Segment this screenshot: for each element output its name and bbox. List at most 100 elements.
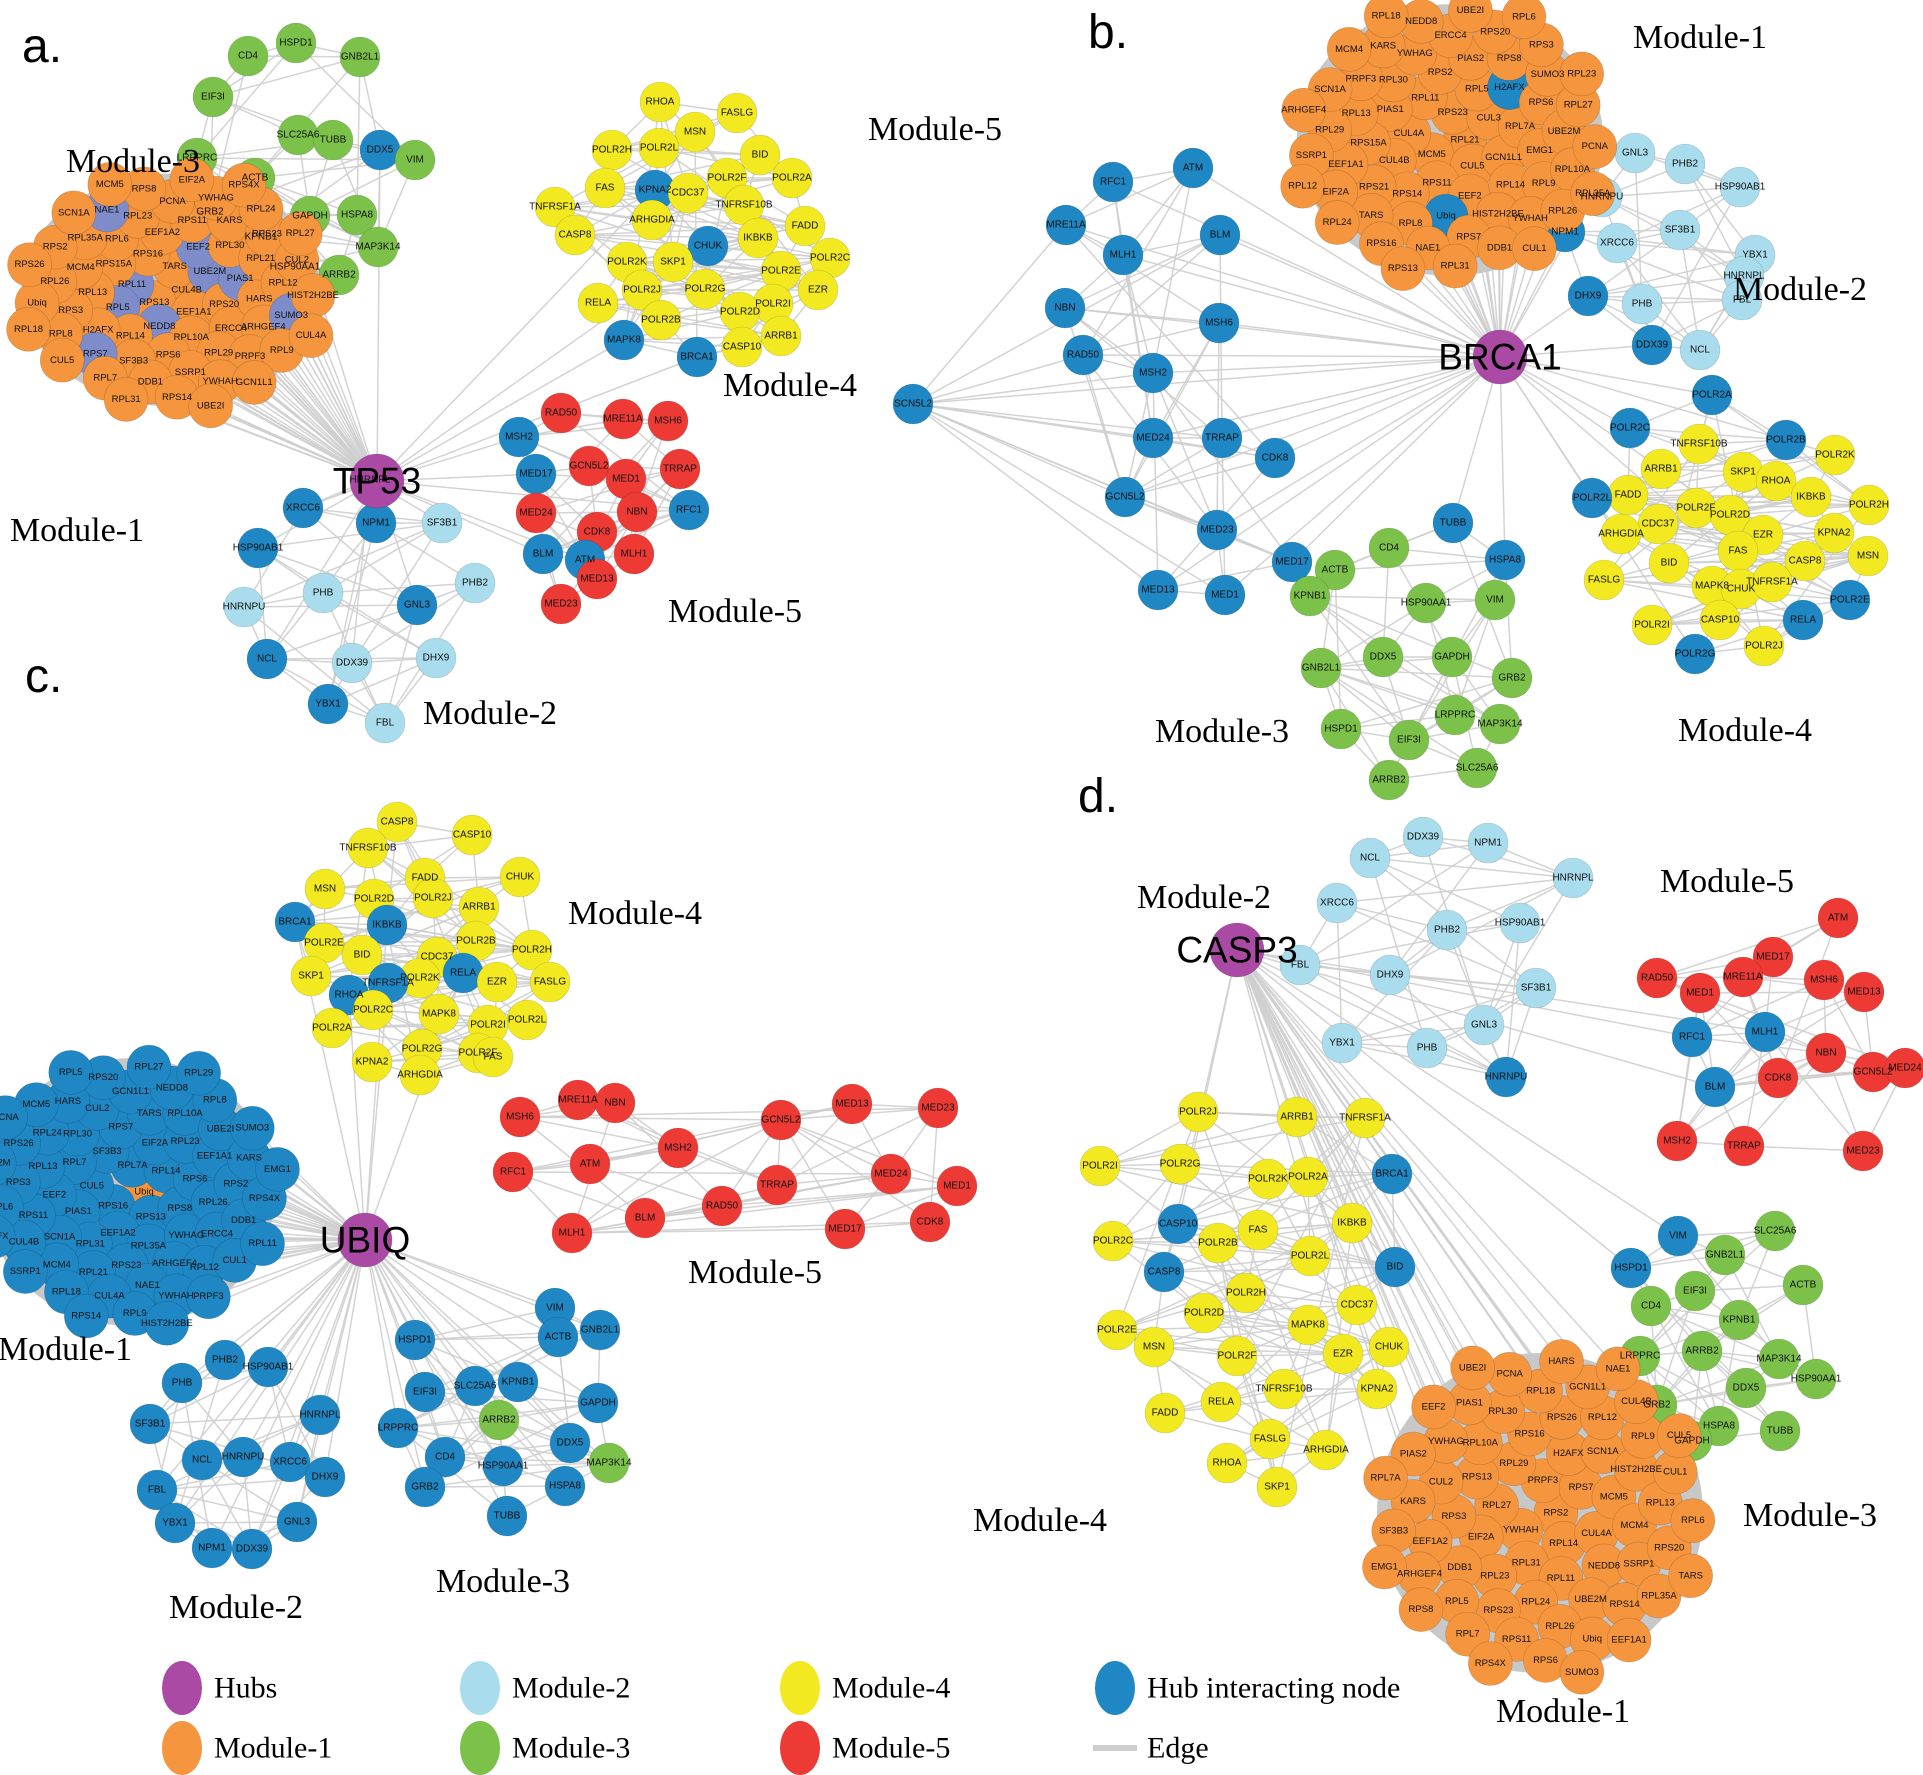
network-node[interactable] <box>2 1249 48 1294</box>
network-node[interactable] <box>1137 569 1179 611</box>
network-node[interactable] <box>584 167 626 209</box>
network-node[interactable] <box>341 934 383 976</box>
network-node[interactable] <box>1249 1418 1291 1460</box>
network-node[interactable] <box>1842 1130 1884 1172</box>
network-node[interactable] <box>188 383 233 429</box>
hub-node[interactable] <box>349 453 405 509</box>
network-node[interactable] <box>336 194 378 236</box>
network-node[interactable] <box>176 1050 221 1096</box>
network-node[interactable] <box>739 134 781 176</box>
network-node[interactable] <box>1448 0 1493 33</box>
network-node[interactable] <box>1754 1210 1796 1252</box>
network-node[interactable] <box>1281 87 1326 133</box>
network-node[interactable] <box>756 1164 798 1206</box>
network-node[interactable] <box>144 1300 190 1346</box>
network-node[interactable] <box>1583 559 1625 601</box>
network-node[interactable] <box>1759 1410 1801 1452</box>
network-node[interactable] <box>721 326 763 368</box>
network-node[interactable] <box>1096 1309 1138 1351</box>
network-node[interactable] <box>192 76 234 118</box>
network-node[interactable] <box>1045 204 1087 246</box>
network-node[interactable] <box>1276 1096 1318 1138</box>
network-node[interactable] <box>1751 561 1793 603</box>
network-node[interactable] <box>537 1316 579 1358</box>
network-node[interactable] <box>659 448 701 490</box>
network-node[interactable] <box>1722 956 1764 998</box>
network-node[interactable] <box>304 868 346 910</box>
network-node[interactable] <box>1679 329 1721 371</box>
network-node[interactable] <box>684 268 726 310</box>
network-node[interactable] <box>701 1185 743 1227</box>
network-node[interactable] <box>1183 1292 1225 1334</box>
network-node[interactable] <box>1570 171 1616 216</box>
network-node[interactable] <box>247 1346 289 1388</box>
network-node[interactable] <box>540 583 582 625</box>
network-node[interactable] <box>6 307 51 352</box>
network-node[interactable] <box>1723 1125 1765 1167</box>
network-node[interactable] <box>1432 243 1478 289</box>
network-node[interactable] <box>1679 972 1721 1014</box>
network-node[interactable] <box>1356 1368 1398 1410</box>
network-node[interactable] <box>737 217 779 259</box>
network-node[interactable] <box>418 993 460 1035</box>
network-node[interactable] <box>760 1099 802 1141</box>
network-node[interactable] <box>1571 477 1613 519</box>
network-node[interactable] <box>103 377 149 422</box>
network-node[interactable] <box>454 562 496 604</box>
network-node[interactable] <box>577 1382 619 1424</box>
network-node[interactable] <box>1479 703 1521 745</box>
network-node[interactable] <box>1782 1264 1824 1306</box>
network-node[interactable] <box>1596 222 1638 264</box>
network-node[interactable] <box>376 801 418 843</box>
network-node[interactable] <box>230 1105 275 1151</box>
network-node[interactable] <box>1704 1234 1746 1276</box>
network-node[interactable] <box>482 1445 524 1487</box>
network-node[interactable] <box>1432 502 1474 544</box>
network-node[interactable] <box>1363 1455 1408 1501</box>
network-node[interactable] <box>1206 1442 1248 1484</box>
network-node[interactable] <box>1681 1330 1723 1372</box>
network-node[interactable] <box>0 1215 16 1259</box>
network-node[interactable] <box>1606 1617 1652 1663</box>
network-node[interactable] <box>771 157 813 199</box>
network-node[interactable] <box>424 1436 466 1478</box>
network-node[interactable] <box>1388 719 1430 761</box>
network-node[interactable] <box>1316 882 1358 924</box>
network-node[interactable] <box>624 1197 666 1239</box>
network-node[interactable] <box>1349 837 1391 879</box>
network-node[interactable] <box>569 1143 611 1185</box>
network-node[interactable] <box>1144 1392 1186 1434</box>
network-node[interactable] <box>1344 1097 1386 1139</box>
network-node[interactable] <box>312 119 354 161</box>
network-node[interactable] <box>676 336 718 378</box>
network-node[interactable] <box>631 199 673 241</box>
network-node[interactable] <box>51 190 97 236</box>
network-node[interactable] <box>1485 1056 1527 1098</box>
network-node[interactable] <box>1201 417 1243 459</box>
network-node[interactable] <box>511 929 553 971</box>
network-node[interactable] <box>1484 539 1526 581</box>
network-node[interactable] <box>1621 283 1663 325</box>
network-node[interactable] <box>549 1422 591 1464</box>
network-node[interactable] <box>1572 124 1618 169</box>
network-node[interactable] <box>1595 1346 1641 1392</box>
network-node[interactable] <box>1456 747 1498 789</box>
network-node[interactable] <box>1369 954 1411 996</box>
network-node[interactable] <box>1368 527 1410 569</box>
network-node[interactable] <box>181 1439 223 1481</box>
network-node[interactable] <box>1805 1032 1847 1074</box>
network-node[interactable] <box>1157 1203 1199 1245</box>
network-node[interactable] <box>499 856 541 898</box>
network-node[interactable] <box>621 269 663 311</box>
network-node[interactable] <box>1674 1270 1716 1312</box>
network-node[interactable] <box>1659 209 1701 251</box>
network-node[interactable] <box>275 22 317 64</box>
network-node[interactable] <box>366 904 408 946</box>
network-node[interactable] <box>797 269 839 311</box>
network-node[interactable] <box>1609 407 1651 449</box>
network-node[interactable] <box>1813 512 1855 554</box>
network-node[interactable] <box>1271 541 1313 583</box>
network-node[interactable] <box>1559 51 1605 97</box>
network-node[interactable] <box>1463 1004 1505 1046</box>
network-node[interactable] <box>1847 535 1889 577</box>
